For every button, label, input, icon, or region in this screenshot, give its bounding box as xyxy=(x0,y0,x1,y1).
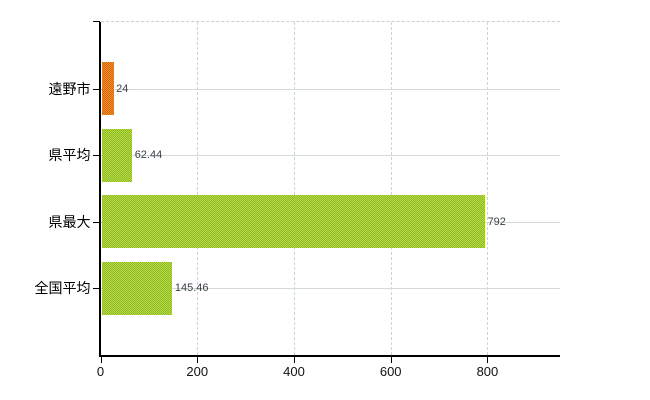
x-tick xyxy=(293,356,295,363)
y-tick xyxy=(92,21,100,22)
x-axis-line xyxy=(99,355,560,357)
bar-value-label: 145.46 xyxy=(174,282,209,295)
v-gridline xyxy=(197,22,199,355)
v-gridline xyxy=(390,22,392,355)
h-gridline xyxy=(100,155,560,157)
bar xyxy=(101,261,172,315)
y-tick xyxy=(92,221,100,223)
x-tick-label: 600 xyxy=(379,364,402,379)
y-tick xyxy=(92,88,100,90)
v-gridline xyxy=(487,22,489,355)
x-tick-label: 800 xyxy=(476,364,499,379)
bar-value-label: 792 xyxy=(487,215,506,228)
x-tick xyxy=(487,356,489,363)
category-label: 県最大 xyxy=(48,213,91,230)
category-label: 遠野市 xyxy=(48,80,91,97)
h-gridline xyxy=(100,288,560,290)
x-tick xyxy=(197,356,199,363)
bar-value-label: 62.44 xyxy=(134,149,163,162)
h-gridline xyxy=(100,88,560,90)
bar xyxy=(101,128,132,182)
x-tick xyxy=(390,356,392,363)
v-gridline xyxy=(293,22,295,355)
x-tick xyxy=(100,356,102,363)
bar xyxy=(101,62,114,116)
category-label: 全国平均 xyxy=(34,280,91,297)
x-tick-label: 0 xyxy=(96,364,105,379)
x-tick-label: 200 xyxy=(186,364,209,379)
plot-top-border xyxy=(100,21,560,22)
bar xyxy=(101,195,485,249)
x-tick-label: 400 xyxy=(283,364,305,379)
bar-value-label: 24 xyxy=(116,82,129,95)
category-label: 県平均 xyxy=(48,147,91,164)
y-tick xyxy=(92,155,100,157)
y-axis-line xyxy=(99,22,101,357)
y-tick xyxy=(92,288,100,290)
